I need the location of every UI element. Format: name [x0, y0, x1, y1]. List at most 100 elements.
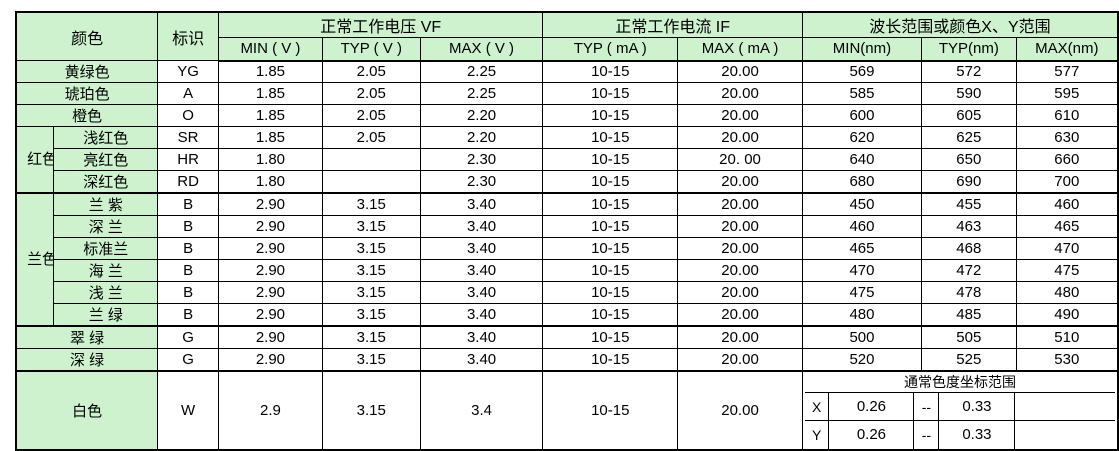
- vf-typ-cell: [321, 148, 421, 171]
- vf-min-cell: 2.90: [218, 237, 323, 260]
- vf-min-cell: 1.85: [218, 60, 323, 83]
- header-mark: 标识: [157, 11, 220, 61]
- vf-max-cell: 3.4: [419, 370, 544, 450]
- vf-typ-cell: 3.15: [321, 259, 421, 282]
- mark-cell: B: [157, 303, 220, 327]
- group-label-red: 红色: [15, 126, 55, 194]
- nm-min-cell: 585: [801, 82, 923, 105]
- vf-max-cell: 2.30: [419, 148, 544, 171]
- nm-max-cell: 595: [1015, 82, 1119, 105]
- vf-min-cell: 2.90: [218, 192, 323, 216]
- nm-typ-cell: 525: [921, 348, 1017, 372]
- color-name-cell: 标准兰: [53, 237, 159, 260]
- color-name-cell: 海 兰: [53, 259, 159, 282]
- if-max-cell: 20.00: [677, 370, 803, 450]
- nm-min-cell: 475: [801, 281, 923, 304]
- nm-typ-cell: 468: [921, 237, 1017, 260]
- vf-typ-cell: 3.15: [321, 215, 421, 238]
- table-row-emerald-green: 翠 绿 G 2.90 3.15 3.40 10-15 20.00 500 505…: [15, 325, 1119, 349]
- nm-typ-cell: 485: [921, 303, 1017, 327]
- if-max-cell: 20.00: [677, 82, 803, 105]
- table-row-sea-blue: 海 兰 B 2.90 3.15 3.40 10-15 20.00 470 472…: [16, 259, 1119, 282]
- mark-cell: G: [157, 348, 220, 372]
- vf-max-cell: 3.40: [419, 325, 544, 349]
- table-row-deep-blue: 深 兰 B 2.90 3.15 3.40 10-15 20.00 460 463…: [16, 215, 1119, 238]
- mark-cell: YG: [157, 60, 220, 83]
- vf-min-cell: 2.90: [218, 348, 323, 372]
- vf-min-cell: 1.85: [218, 82, 323, 105]
- group-label-blue-text: 兰色: [27, 250, 53, 268]
- y-min-value: 0.26: [828, 420, 915, 449]
- table-row-blue-violet: 兰色 兰 紫 B 2.90 3.15 3.40 10-15 20.00 450 …: [15, 192, 1119, 327]
- if-max-cell: 20.00: [677, 60, 803, 83]
- color-name-cell: 兰 绿: [53, 303, 159, 327]
- y-range-separator: --: [913, 420, 940, 449]
- vf-typ-cell: 2.05: [321, 104, 421, 127]
- nm-max-cell: 630: [1015, 126, 1119, 149]
- nm-max-cell: 490: [1015, 303, 1119, 327]
- header-row-sub: MIN ( V ) TYP ( V ) MAX ( V ) TYP ( mA )…: [16, 37, 1119, 62]
- color-name-cell: 白色: [15, 370, 159, 450]
- vf-typ-cell: 3.15: [321, 348, 421, 372]
- nm-min-cell: 470: [801, 259, 923, 282]
- if-max-cell: 20.00: [677, 303, 803, 327]
- mark-cell: B: [157, 192, 220, 216]
- vf-typ-cell: 3.15: [321, 192, 421, 216]
- header-if-typ: TYP ( mA ): [542, 37, 679, 62]
- color-name-cell: 亮红色: [53, 148, 159, 171]
- nm-min-cell: 465: [801, 237, 923, 260]
- vf-typ-cell: 3.15: [321, 325, 421, 349]
- nm-min-cell: 640: [801, 148, 923, 171]
- nm-min-cell: 520: [801, 348, 923, 372]
- vf-max-cell: 2.25: [419, 60, 544, 83]
- if-typ-cell: 10-15: [542, 237, 679, 260]
- mark-cell: B: [157, 281, 220, 304]
- if-max-cell: 20.00: [677, 237, 803, 260]
- if-typ-cell: 10-15: [542, 60, 679, 83]
- if-max-cell: 20.00: [677, 325, 803, 349]
- led-spec-sheet: 颜色 标识 正常工作电压 VF 正常工作电流 IF 波长范围或颜色X、Y范围 M…: [15, 11, 1119, 451]
- if-typ-cell: 10-15: [542, 82, 679, 105]
- header-vf-group: 正常工作电压 VF: [218, 11, 544, 38]
- color-name-cell: 橙色: [15, 104, 159, 127]
- if-typ-cell: 10-15: [542, 126, 679, 149]
- table-row-orange: 橙色 O 1.85 2.05 2.20 10-15 20.00 600 605 …: [15, 104, 1119, 127]
- color-name-cell: 深 兰: [53, 215, 159, 238]
- x-max-value: 0.33: [938, 392, 1016, 421]
- vf-max-cell: 2.30: [419, 170, 544, 194]
- if-max-cell: 20. 00: [677, 148, 803, 171]
- header-wl-group: 波长范围或颜色X、Y范围: [801, 11, 1119, 38]
- table-row-yellow-green: 黄绿色 YG 1.85 2.05 2.25 10-15 20.00 569 57…: [15, 60, 1119, 83]
- if-max-cell: 20.00: [677, 259, 803, 282]
- header-vf-max: MAX ( V ): [419, 37, 544, 62]
- if-typ-cell: 10-15: [542, 170, 679, 194]
- if-max-cell: 20.00: [677, 126, 803, 149]
- if-typ-cell: 10-15: [542, 259, 679, 282]
- nm-max-cell: 660: [1015, 148, 1119, 171]
- mark-cell: RD: [157, 170, 220, 194]
- chromaticity-cell: 通常色度坐标范围 X 0.26 -- 0.33 Y 0.26 -- 0.33: [801, 370, 1119, 450]
- color-name-cell: 琥珀色: [15, 82, 159, 105]
- if-typ-cell: 10-15: [542, 215, 679, 238]
- table-row-deep-red: 深红色 RD 1.80 2.30 10-15 20.00 680 690 700: [16, 170, 1119, 194]
- nm-max-cell: 460: [1015, 192, 1119, 216]
- vf-typ-cell: 3.15: [321, 281, 421, 304]
- table-row-amber: 琥珀色 A 1.85 2.05 2.25 10-15 20.00 585 590…: [15, 82, 1119, 105]
- x-label: X: [804, 392, 830, 421]
- vf-min-cell: 1.85: [218, 126, 323, 149]
- if-max-cell: 20.00: [677, 281, 803, 304]
- vf-min-cell: 1.85: [218, 104, 323, 127]
- vf-min-cell: 2.9: [218, 370, 323, 450]
- vf-typ-cell: 3.15: [321, 237, 421, 260]
- if-typ-cell: 10-15: [542, 192, 679, 216]
- table-row-light-blue: 浅 兰 B 2.90 3.15 3.40 10-15 20.00 475 478…: [16, 281, 1119, 304]
- mark-cell: W: [157, 370, 220, 450]
- if-typ-cell: 10-15: [542, 303, 679, 327]
- y-label: Y: [804, 420, 830, 449]
- x-empty-cell: [1014, 392, 1115, 421]
- if-typ-cell: 10-15: [542, 104, 679, 127]
- chromaticity-title: 通常色度坐标范围: [804, 372, 1115, 393]
- nm-min-cell: 480: [801, 303, 923, 327]
- color-name-cell: 黄绿色: [15, 60, 159, 83]
- vf-max-cell: 3.40: [419, 259, 544, 282]
